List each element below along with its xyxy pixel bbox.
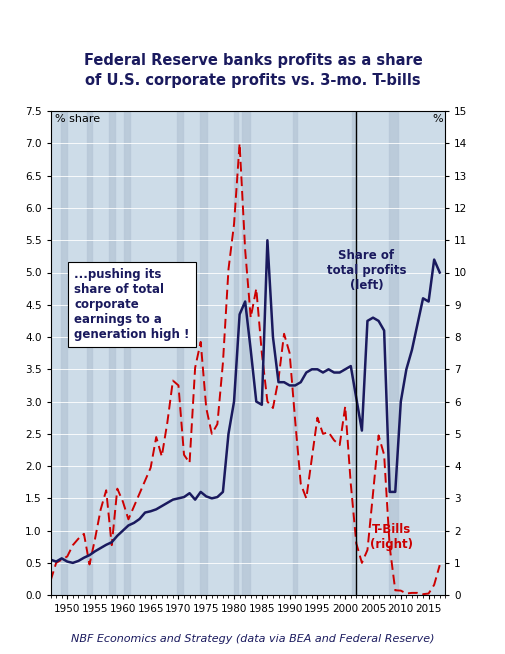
- Text: ...pushing its
share of total
corporate
earnings to a
generation high !: ...pushing its share of total corporate …: [74, 268, 189, 341]
- Bar: [242, 111, 249, 595]
- Text: T-Bills
(right): T-Bills (right): [370, 523, 413, 551]
- Bar: [86, 111, 92, 595]
- Bar: [61, 111, 67, 595]
- Text: %: %: [432, 114, 442, 124]
- Bar: [177, 111, 183, 595]
- Bar: [351, 111, 355, 595]
- Bar: [109, 111, 114, 595]
- Bar: [234, 111, 237, 595]
- Text: Share of
total profits
(left): Share of total profits (left): [326, 249, 406, 292]
- Bar: [124, 111, 129, 595]
- Bar: [292, 111, 296, 595]
- Text: NBF Economics and Strategy (data via BEA and Federal Reserve): NBF Economics and Strategy (data via BEA…: [71, 634, 434, 644]
- Bar: [388, 111, 397, 595]
- Text: % share: % share: [55, 114, 99, 124]
- Bar: [199, 111, 207, 595]
- Text: Federal Reserve banks profits as a share
of U.S. corporate profits vs. 3-mo. T-b: Federal Reserve banks profits as a share…: [83, 54, 422, 88]
